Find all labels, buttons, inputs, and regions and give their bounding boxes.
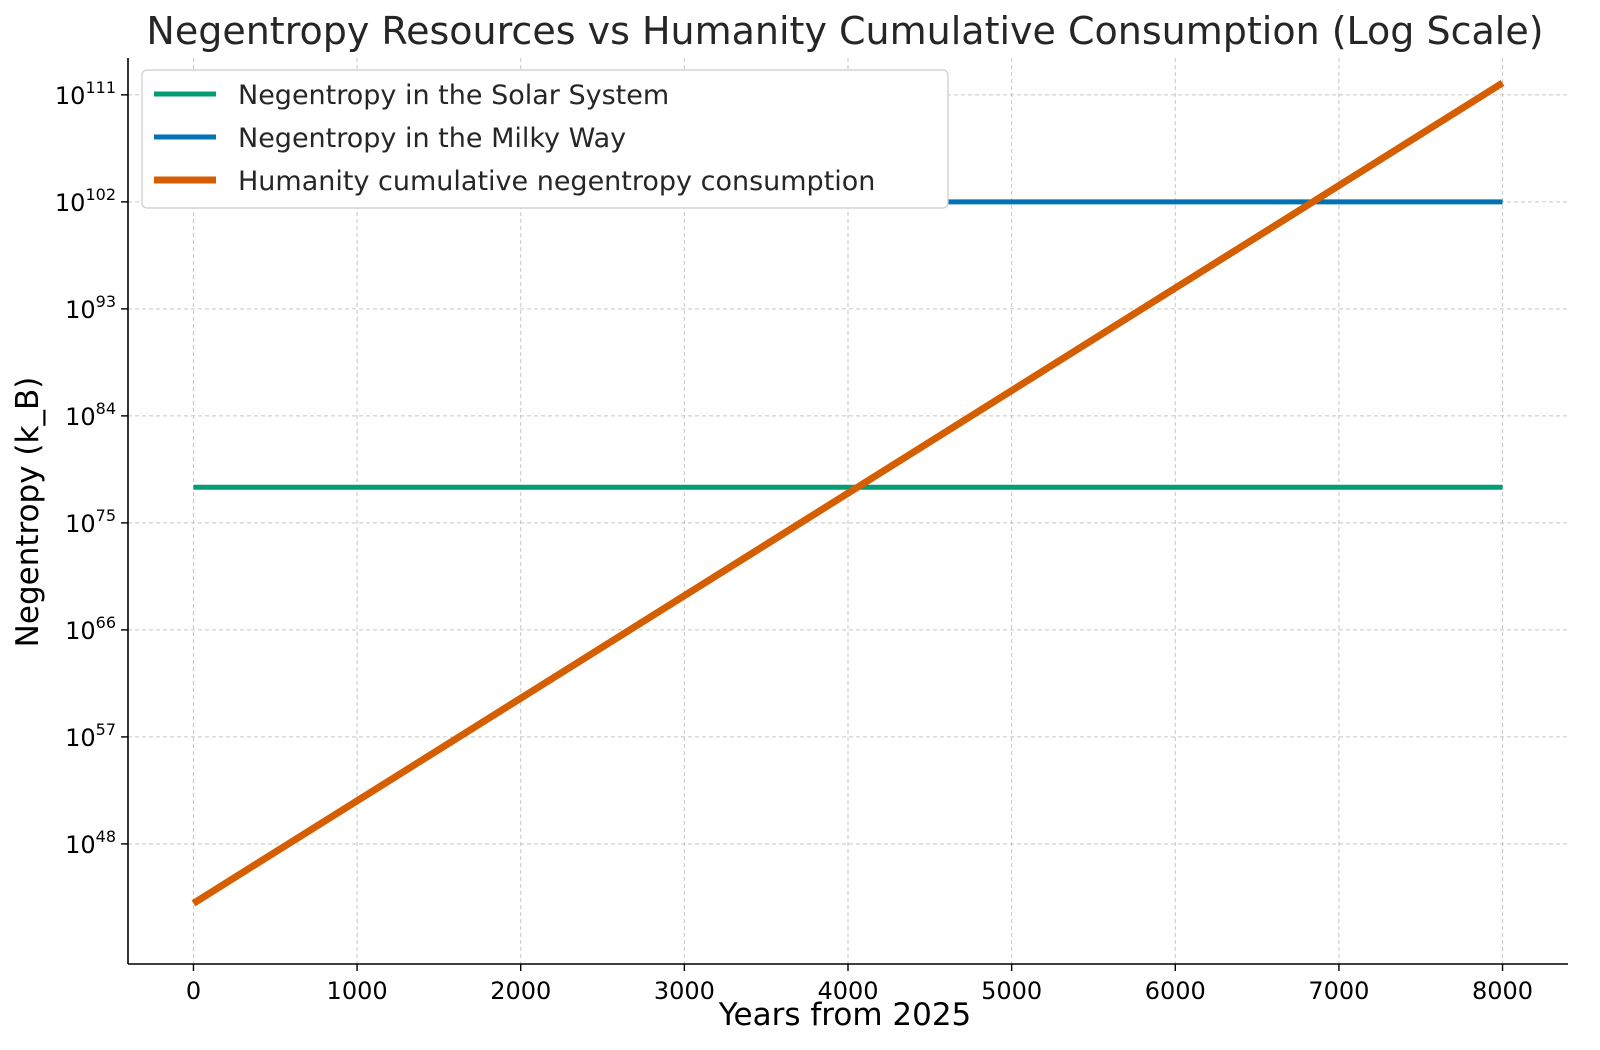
x-tick-label: 1000 bbox=[327, 977, 388, 1005]
y-tick-label: 1066 bbox=[65, 613, 116, 645]
legend-label: Negentropy in the Milky Way bbox=[238, 123, 626, 154]
legend: Negentropy in the Solar System Negentropy… bbox=[141, 69, 949, 209]
x-axis-title: Years from 2025 bbox=[718, 997, 972, 1033]
x-tick-label: 7000 bbox=[1308, 977, 1369, 1005]
y-tick-label: 1048 bbox=[65, 827, 116, 859]
ticks: 0 1000 2000 3000 4000 5000 6000 7000 8000 1048 105… bbox=[55, 78, 1533, 1005]
x-tick-label: 0 bbox=[186, 977, 201, 1005]
legend-label: Humanity cumulative negentropy consumpti… bbox=[238, 166, 875, 197]
x-tick-label: 4000 bbox=[817, 977, 878, 1005]
y-tick-label: 10111 bbox=[55, 78, 116, 110]
y-tick-label: 10102 bbox=[55, 185, 116, 217]
y-axis-title: Negentropy (k_B) bbox=[10, 377, 46, 648]
x-tick-label: 8000 bbox=[1472, 977, 1533, 1005]
legend-label: Negentropy in the Solar System bbox=[238, 80, 669, 111]
x-tick-label: 2000 bbox=[490, 977, 551, 1005]
x-tick-label: 5000 bbox=[981, 977, 1042, 1005]
legend-box bbox=[141, 69, 949, 209]
x-tick-label: 3000 bbox=[654, 977, 715, 1005]
grid bbox=[128, 58, 1568, 964]
y-tick-label: 1057 bbox=[65, 720, 116, 752]
chart-title: Negentropy Resources vs Humanity Cumulat… bbox=[146, 9, 1543, 53]
series-line-3 bbox=[191, 80, 1505, 907]
y-tick-label: 1084 bbox=[65, 399, 116, 431]
y-tick-label: 1093 bbox=[65, 292, 116, 324]
y-tick-label: 1075 bbox=[65, 506, 116, 538]
x-tick-label: 6000 bbox=[1145, 977, 1206, 1005]
